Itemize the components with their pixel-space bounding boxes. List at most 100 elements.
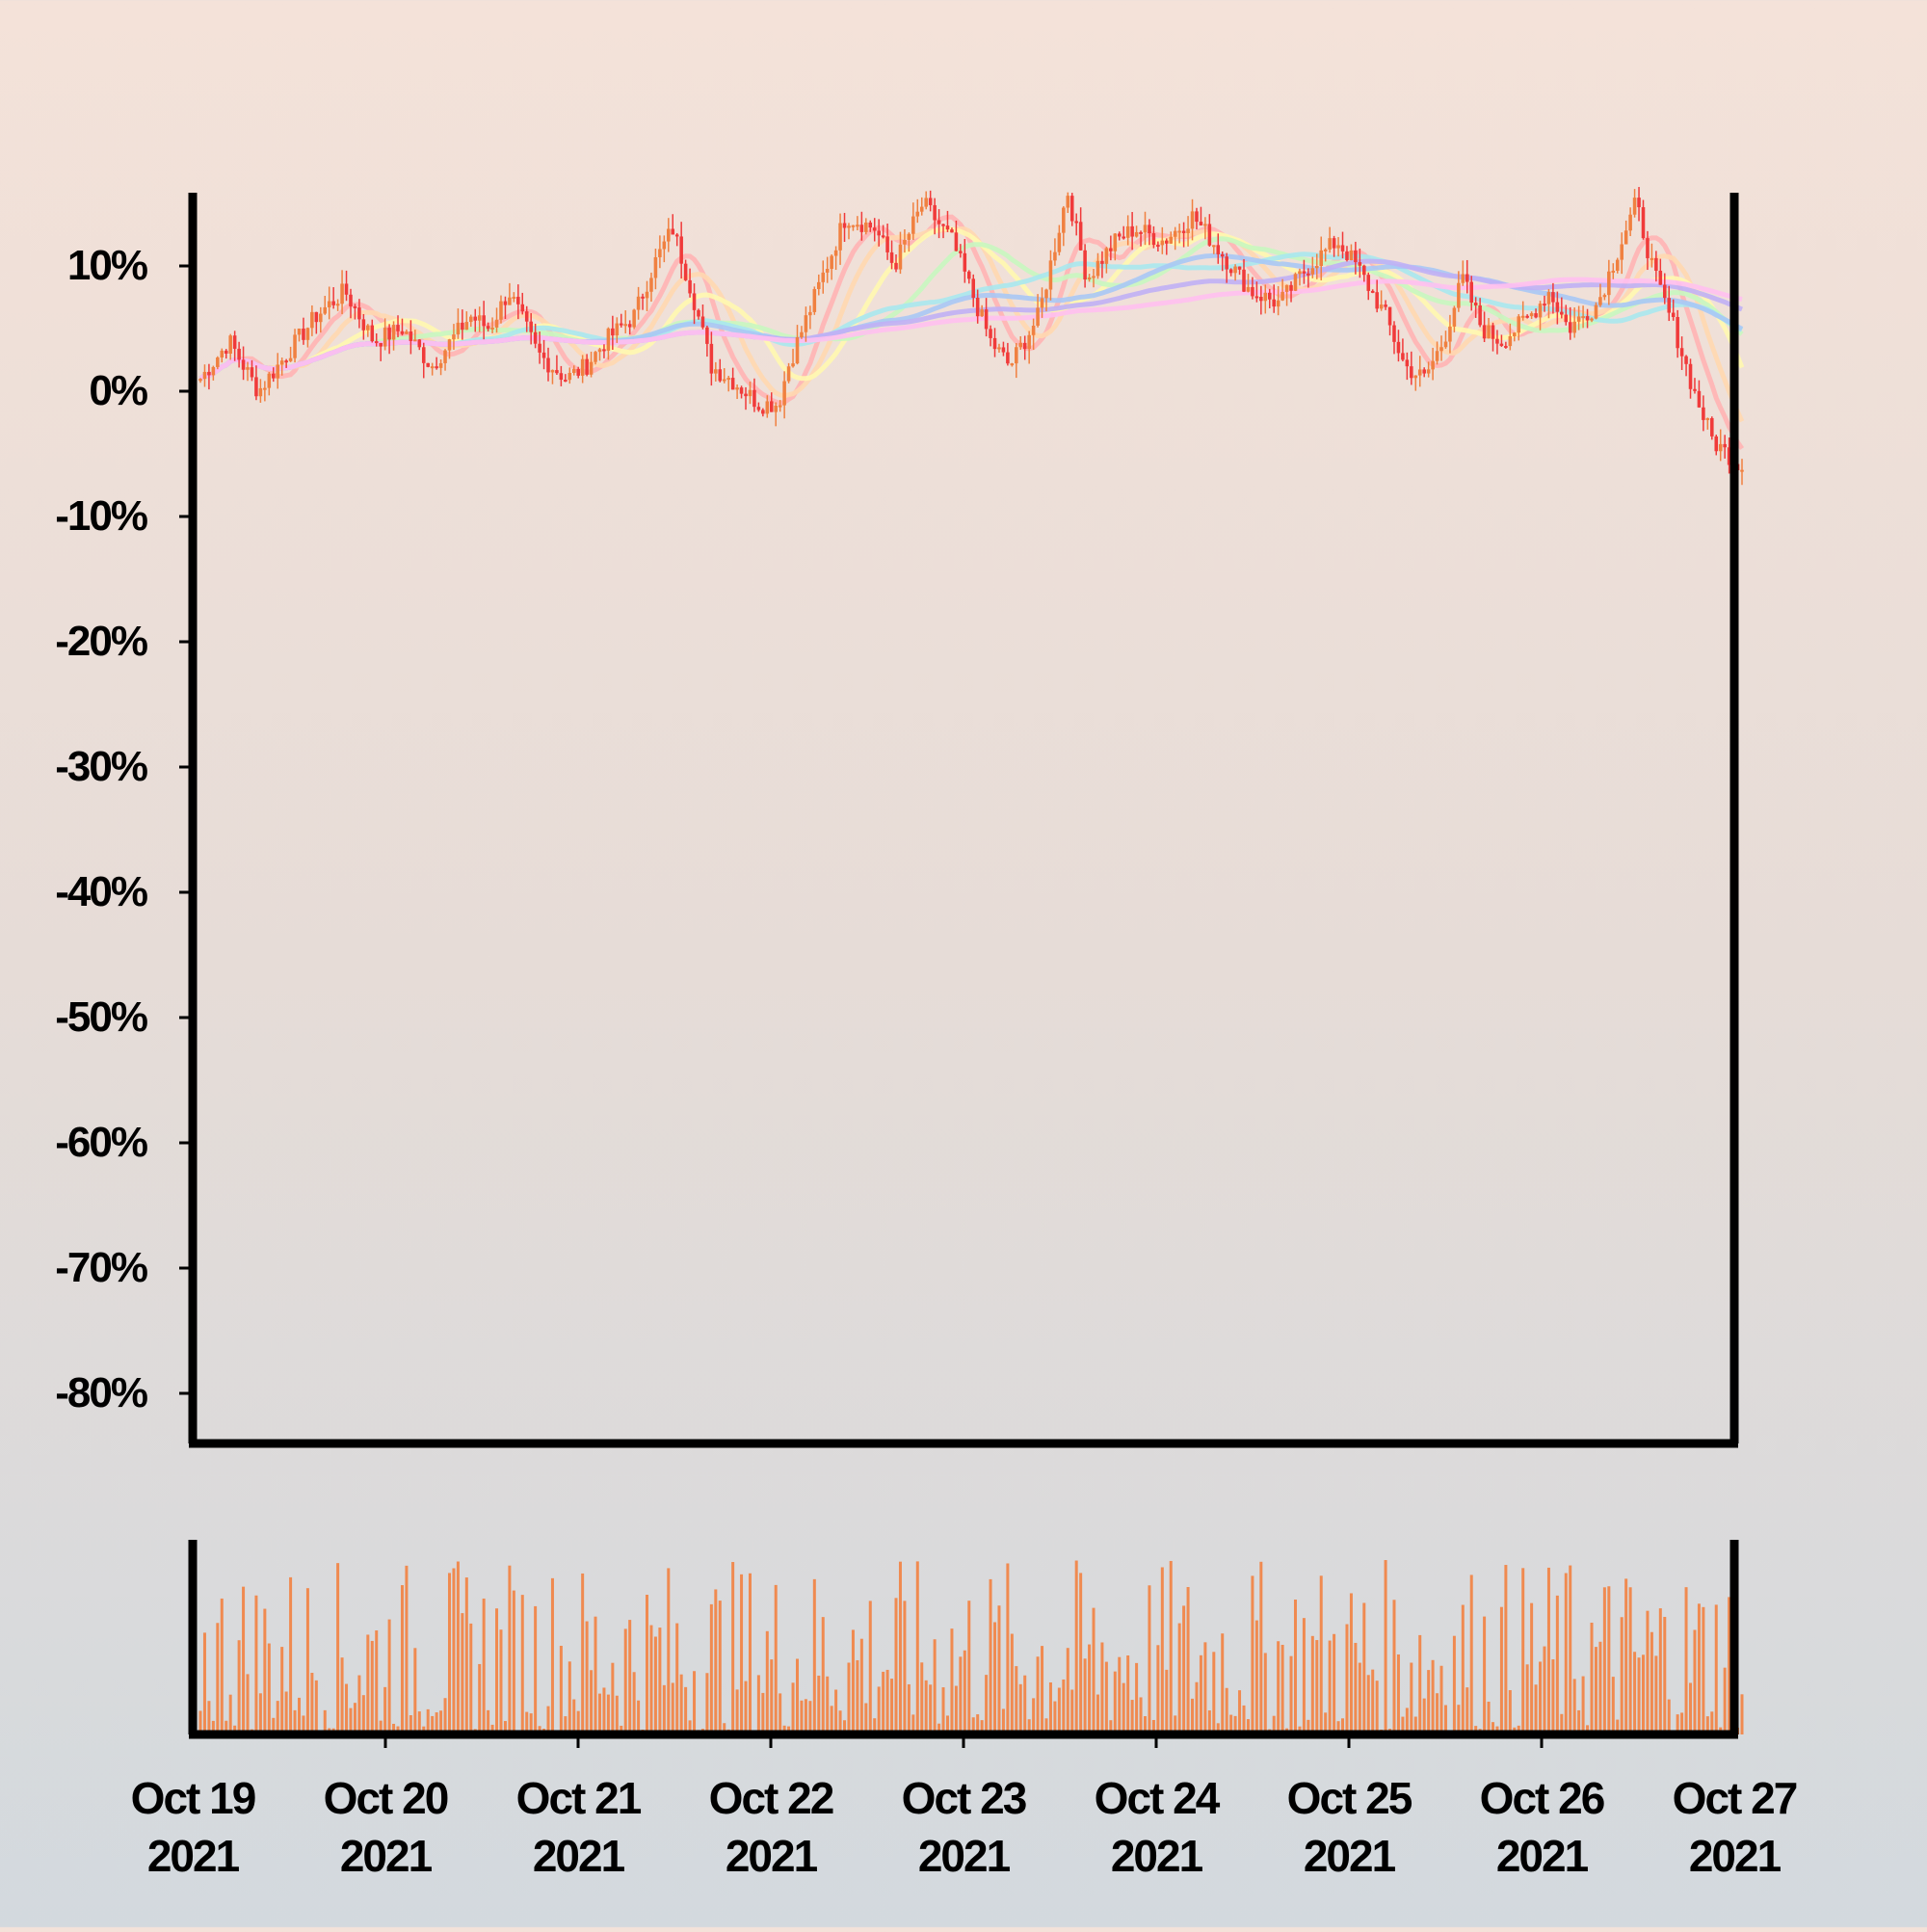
- candle-body: [1513, 332, 1517, 336]
- volume-bar: [461, 1613, 464, 1734]
- volume-bar: [1539, 1661, 1543, 1734]
- volume-bar: [564, 1716, 568, 1734]
- volume-bar: [1169, 1560, 1173, 1734]
- candle-body: [1727, 447, 1731, 465]
- x-tick-label-year: 2021: [918, 1831, 1011, 1881]
- volume-bar: [890, 1679, 894, 1734]
- volume-bar: [305, 1588, 309, 1734]
- candle-body: [550, 370, 555, 373]
- volume-bar: [1521, 1568, 1525, 1734]
- candle-body: [1216, 245, 1221, 254]
- volume-bar: [620, 1725, 623, 1734]
- candle-body: [1543, 304, 1546, 306]
- volume-bar: [559, 1645, 563, 1734]
- candle-body: [1405, 359, 1410, 367]
- volume-bar: [1225, 1687, 1228, 1734]
- candle-body: [872, 227, 877, 231]
- candle-body: [1581, 316, 1585, 319]
- volume-bar: [431, 1715, 435, 1734]
- volume-bar: [1289, 1655, 1293, 1734]
- volume-bar: [649, 1625, 653, 1734]
- volume-bar: [826, 1676, 830, 1734]
- candle-body: [555, 370, 559, 374]
- volume-bar: [915, 1561, 919, 1734]
- candle-body: [1469, 281, 1473, 304]
- volume-bar: [413, 1648, 417, 1734]
- volume-bar: [276, 1701, 279, 1734]
- candle-body: [594, 352, 597, 362]
- candle-body: [564, 380, 568, 383]
- candle-body: [1362, 265, 1366, 276]
- volume-bar: [1375, 1681, 1379, 1734]
- candle-body: [279, 360, 284, 365]
- volume-bar: [954, 1685, 958, 1734]
- candle-body: [1718, 443, 1723, 452]
- candle-body: [400, 331, 405, 334]
- volume-bar: [237, 1640, 241, 1734]
- candle-body: [611, 328, 615, 336]
- volume-bar: [1431, 1659, 1435, 1734]
- candle-body: [966, 271, 971, 279]
- candle-body: [1251, 286, 1254, 297]
- volume-bar: [1160, 1567, 1164, 1734]
- volume-bar: [1328, 1640, 1332, 1734]
- candle-body: [323, 306, 328, 314]
- volume-bar: [1177, 1623, 1181, 1734]
- candle-body: [477, 315, 482, 321]
- volume-bar: [409, 1715, 412, 1734]
- volume-bar: [1221, 1633, 1225, 1734]
- candle-body: [1422, 369, 1426, 374]
- volume-bar: [637, 1700, 641, 1734]
- candle-body: [524, 311, 529, 322]
- y-tick-label: -60%: [55, 1119, 147, 1166]
- volume-bar: [1436, 1693, 1439, 1734]
- candle-body: [791, 363, 795, 367]
- candle-body: [774, 406, 778, 412]
- volume-bar: [1705, 1716, 1709, 1734]
- volume-bar: [709, 1603, 713, 1734]
- price-axis-labels: 10% 0% -10% -20% -30% -40% -50% -60% -70% -80%: [55, 242, 193, 1416]
- candle-body: [288, 357, 293, 361]
- candle-body: [1173, 230, 1177, 237]
- volume-bar: [1100, 1642, 1104, 1734]
- candle-body: [1276, 300, 1280, 307]
- candle-body: [568, 372, 572, 381]
- volume-bar: [1525, 1664, 1529, 1734]
- volume-bar: [1483, 1616, 1487, 1734]
- volume-bar: [1263, 1653, 1267, 1734]
- volume-bar: [1602, 1587, 1606, 1734]
- candle-body: [679, 236, 683, 264]
- volume-bar: [254, 1595, 258, 1734]
- candle-body: [383, 328, 387, 347]
- candle-body: [1508, 335, 1513, 347]
- candle-body: [1671, 312, 1676, 317]
- volume-bar: [1624, 1578, 1628, 1734]
- volume-bar: [1543, 1646, 1546, 1734]
- volume-bar: [980, 1720, 984, 1734]
- candle-body: [1564, 314, 1569, 323]
- volume-bar: [487, 1709, 490, 1734]
- candle-body: [1289, 284, 1293, 291]
- y-tick-label: -40%: [55, 868, 147, 915]
- candle-body: [667, 228, 671, 242]
- volume-bar: [456, 1561, 460, 1734]
- volume-bar: [688, 1720, 692, 1734]
- volume-bar: [740, 1574, 744, 1734]
- volume-bar: [1654, 1655, 1658, 1734]
- candle-body: [658, 249, 662, 257]
- candle-body: [1413, 375, 1418, 379]
- candle-body: [276, 364, 280, 379]
- candle-body: [833, 250, 838, 256]
- candle-body: [980, 309, 984, 317]
- volume-bar: [1057, 1687, 1061, 1734]
- candle-body: [1220, 253, 1225, 257]
- y-tick-label: -30%: [55, 743, 147, 790]
- candle-body: [327, 301, 331, 307]
- candle-body: [1040, 298, 1044, 308]
- candle-body: [808, 311, 812, 316]
- volume-bar: [1333, 1633, 1336, 1734]
- volume-bar: [628, 1620, 632, 1734]
- candle-body: [992, 337, 997, 350]
- candle-body: [649, 278, 653, 292]
